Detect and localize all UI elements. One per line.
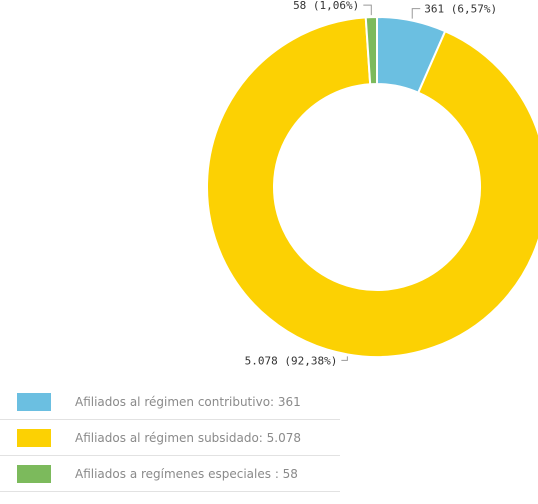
slice-label-subsidado: 5.078 (92,38%)	[245, 354, 338, 367]
legend-label-contributivo: Afiliados al régimen contributivo: 361	[75, 394, 301, 409]
legend-item-especiales[interactable]: Afiliados a regímenes especiales : 58	[0, 456, 340, 492]
legend: Afiliados al régimen contributivo: 361 A…	[0, 384, 340, 492]
slice-label-contributivo-leader	[411, 8, 421, 19]
slice-label-subsidado-leader	[341, 356, 348, 361]
slice-label-contributivo: 361 (6,57%)	[424, 3, 497, 16]
legend-label-subsidado: Afiliados al régimen subsidado: 5.078	[75, 430, 302, 445]
legend-swatch-contributivo	[17, 392, 51, 411]
legend-label-especiales: Afiliados a regímenes especiales : 58	[75, 466, 298, 481]
slice-subsidado[interactable]	[206, 16, 538, 358]
slice-especiales[interactable]	[364, 15, 378, 86]
legend-swatch-subsidado	[17, 428, 51, 447]
slice-label-especiales-leader	[363, 4, 372, 16]
slices-group	[206, 15, 538, 358]
legend-item-contributivo[interactable]: Afiliados al régimen contributivo: 361	[0, 384, 340, 420]
slice-labels-group: 361 (6,57%) 5.078 (92,38%) 58 (1,06%)	[245, 0, 497, 367]
legend-item-subsidado[interactable]: Afiliados al régimen subsidado: 5.078	[0, 420, 340, 456]
slice-label-especiales: 58 (1,06%)	[293, 0, 359, 12]
legend-swatch-especiales	[17, 464, 51, 483]
